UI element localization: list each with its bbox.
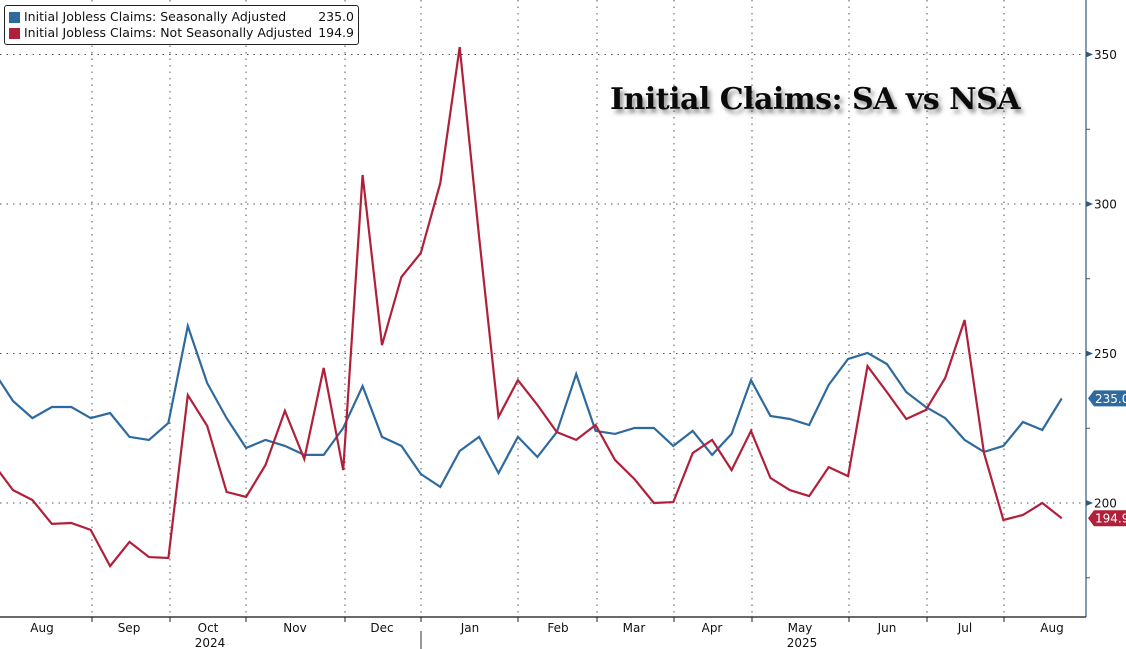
- last-value-tags: 235.0 194.9: [1088, 390, 1126, 527]
- legend-label: Initial Jobless Claims: Not Seasonally A…: [24, 25, 313, 40]
- y-tick-label: 350: [1094, 48, 1117, 62]
- x-month-label: Aug: [1040, 621, 1063, 635]
- y-tick-label: 250: [1094, 347, 1117, 361]
- legend: Initial Jobless Claims: Seasonally Adjus…: [4, 5, 359, 45]
- x-month-label: Dec: [370, 621, 393, 635]
- x-month-label: Jun: [877, 621, 897, 635]
- x-month-label: Nov: [283, 621, 306, 635]
- y-tick-marker: [1086, 500, 1093, 506]
- legend-value: 194.9: [318, 25, 354, 40]
- x-month-label: Jul: [957, 621, 972, 635]
- last-value-tag: [1088, 510, 1126, 527]
- y-tick-label: 300: [1094, 198, 1117, 212]
- x-month-label: Jan: [460, 621, 480, 635]
- legend-item-nsa[interactable]: Initial Jobless Claims: Not Seasonally A…: [9, 25, 354, 41]
- last-value-tag: [1088, 390, 1126, 407]
- x-year-label: 2024: [195, 636, 226, 649]
- y-tick-marker: [1086, 201, 1093, 207]
- x-month-label: Feb: [547, 621, 568, 635]
- legend-swatch-sa: [9, 11, 20, 23]
- x-month-label: Mar: [623, 621, 646, 635]
- last-value-label: 194.9: [1095, 512, 1126, 526]
- legend-label: Initial Jobless Claims: Seasonally Adjus…: [24, 9, 287, 24]
- x-month-label: May: [788, 621, 813, 635]
- series-line-sa: [0, 321, 1063, 489]
- legend-value: 235.0: [318, 9, 354, 24]
- series-line-nsa: [0, 46, 1063, 569]
- last-value-label: 235.0: [1095, 392, 1126, 406]
- chart-title: Initial Claims: SA vs NSA: [610, 82, 1021, 117]
- series-lines: [0, 46, 1063, 569]
- y-tick-marker: [1086, 350, 1093, 357]
- y-tick-label: 200: [1094, 497, 1117, 511]
- x-month-label: Aug: [30, 621, 53, 635]
- y-tick-marker: [1086, 51, 1093, 58]
- legend-item-sa[interactable]: Initial Jobless Claims: Seasonally Adjus…: [9, 9, 354, 25]
- gridlines: [0, 0, 1086, 617]
- x-year-label: 2025: [787, 636, 818, 649]
- x-month-label: Oct: [198, 621, 219, 635]
- x-month-label: Apr: [702, 621, 723, 635]
- legend-swatch-nsa: [9, 27, 20, 39]
- x-month-label: Sep: [118, 621, 141, 635]
